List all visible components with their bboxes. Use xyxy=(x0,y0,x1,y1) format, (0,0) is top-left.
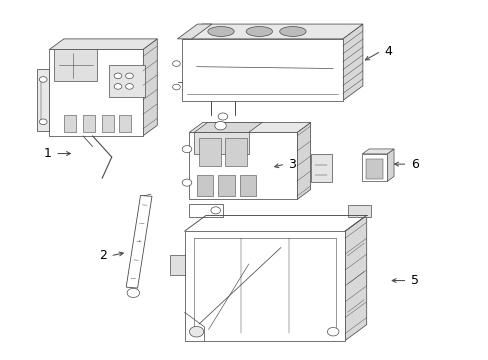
Polygon shape xyxy=(182,39,342,100)
Circle shape xyxy=(40,77,47,82)
Text: 4: 4 xyxy=(384,45,391,58)
Ellipse shape xyxy=(279,27,305,36)
Circle shape xyxy=(182,145,191,153)
Circle shape xyxy=(327,328,338,336)
Polygon shape xyxy=(218,175,234,196)
Circle shape xyxy=(172,61,180,66)
Circle shape xyxy=(210,207,220,214)
Circle shape xyxy=(172,84,180,90)
Polygon shape xyxy=(102,115,114,132)
Circle shape xyxy=(214,121,226,130)
Circle shape xyxy=(125,84,133,89)
Polygon shape xyxy=(366,159,383,179)
Polygon shape xyxy=(189,122,310,132)
Polygon shape xyxy=(194,132,248,154)
Polygon shape xyxy=(225,138,246,166)
Polygon shape xyxy=(362,154,386,181)
Polygon shape xyxy=(126,195,152,288)
Polygon shape xyxy=(297,122,310,199)
Circle shape xyxy=(40,119,47,125)
Polygon shape xyxy=(239,175,256,196)
Circle shape xyxy=(189,327,203,337)
Polygon shape xyxy=(347,205,371,217)
Polygon shape xyxy=(182,24,362,39)
Circle shape xyxy=(218,113,227,120)
Polygon shape xyxy=(119,115,131,132)
Text: 6: 6 xyxy=(410,158,418,171)
Polygon shape xyxy=(196,175,213,196)
Polygon shape xyxy=(83,115,95,132)
Ellipse shape xyxy=(207,27,234,36)
Circle shape xyxy=(114,73,122,78)
Polygon shape xyxy=(189,132,297,199)
Polygon shape xyxy=(142,39,157,136)
Text: 5: 5 xyxy=(410,274,418,287)
Polygon shape xyxy=(64,115,76,132)
Polygon shape xyxy=(177,24,211,39)
Circle shape xyxy=(127,288,139,297)
Circle shape xyxy=(114,84,122,89)
Polygon shape xyxy=(362,149,393,154)
Polygon shape xyxy=(386,149,393,181)
Text: 1: 1 xyxy=(44,147,52,160)
Polygon shape xyxy=(109,65,145,97)
Circle shape xyxy=(125,73,133,78)
Polygon shape xyxy=(184,231,345,341)
Polygon shape xyxy=(342,24,362,100)
Polygon shape xyxy=(310,154,331,183)
Polygon shape xyxy=(54,49,97,81)
Ellipse shape xyxy=(245,27,272,36)
Polygon shape xyxy=(49,49,142,136)
Text: 3: 3 xyxy=(288,158,296,171)
Polygon shape xyxy=(194,122,262,132)
Polygon shape xyxy=(49,39,157,49)
Polygon shape xyxy=(189,204,223,217)
Polygon shape xyxy=(345,215,366,341)
Polygon shape xyxy=(38,69,49,131)
Polygon shape xyxy=(199,138,220,166)
Text: 2: 2 xyxy=(99,249,107,262)
Polygon shape xyxy=(170,255,184,275)
Circle shape xyxy=(182,179,191,186)
